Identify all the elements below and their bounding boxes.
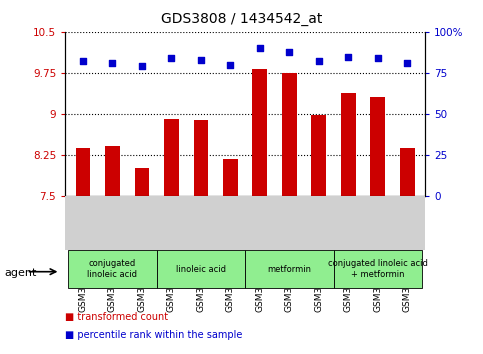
Bar <box>370 97 385 196</box>
Point <box>344 54 352 59</box>
Point <box>256 46 264 51</box>
Point <box>109 60 116 66</box>
Bar <box>253 69 267 196</box>
Bar <box>341 93 355 196</box>
Point <box>227 62 234 68</box>
Text: GDS3808 / 1434542_at: GDS3808 / 1434542_at <box>161 12 322 27</box>
Text: conjugated
linoleic acid: conjugated linoleic acid <box>87 259 137 279</box>
Bar <box>282 73 297 196</box>
Bar <box>334 250 422 288</box>
Bar <box>105 146 120 196</box>
Point <box>197 57 205 63</box>
Text: conjugated linoleic acid
+ metformin: conjugated linoleic acid + metformin <box>328 259 428 279</box>
Bar <box>156 250 245 288</box>
Text: ■ transformed count: ■ transformed count <box>65 312 169 322</box>
Bar <box>164 119 179 196</box>
Bar <box>223 159 238 196</box>
Bar <box>312 115 326 196</box>
Point <box>285 49 293 55</box>
Point <box>315 59 323 64</box>
Bar <box>135 168 149 196</box>
Text: metformin: metformin <box>268 264 312 274</box>
Point <box>168 55 175 61</box>
Bar <box>194 120 208 196</box>
Point <box>403 60 411 66</box>
Text: linoleic acid: linoleic acid <box>176 264 226 274</box>
Point <box>138 64 146 69</box>
Bar <box>400 148 415 196</box>
Point <box>79 59 87 64</box>
Text: ■ percentile rank within the sample: ■ percentile rank within the sample <box>65 330 242 339</box>
Text: agent: agent <box>5 268 37 278</box>
Bar <box>75 148 90 196</box>
Bar <box>245 250 334 288</box>
Bar <box>68 250 156 288</box>
Point <box>374 55 382 61</box>
